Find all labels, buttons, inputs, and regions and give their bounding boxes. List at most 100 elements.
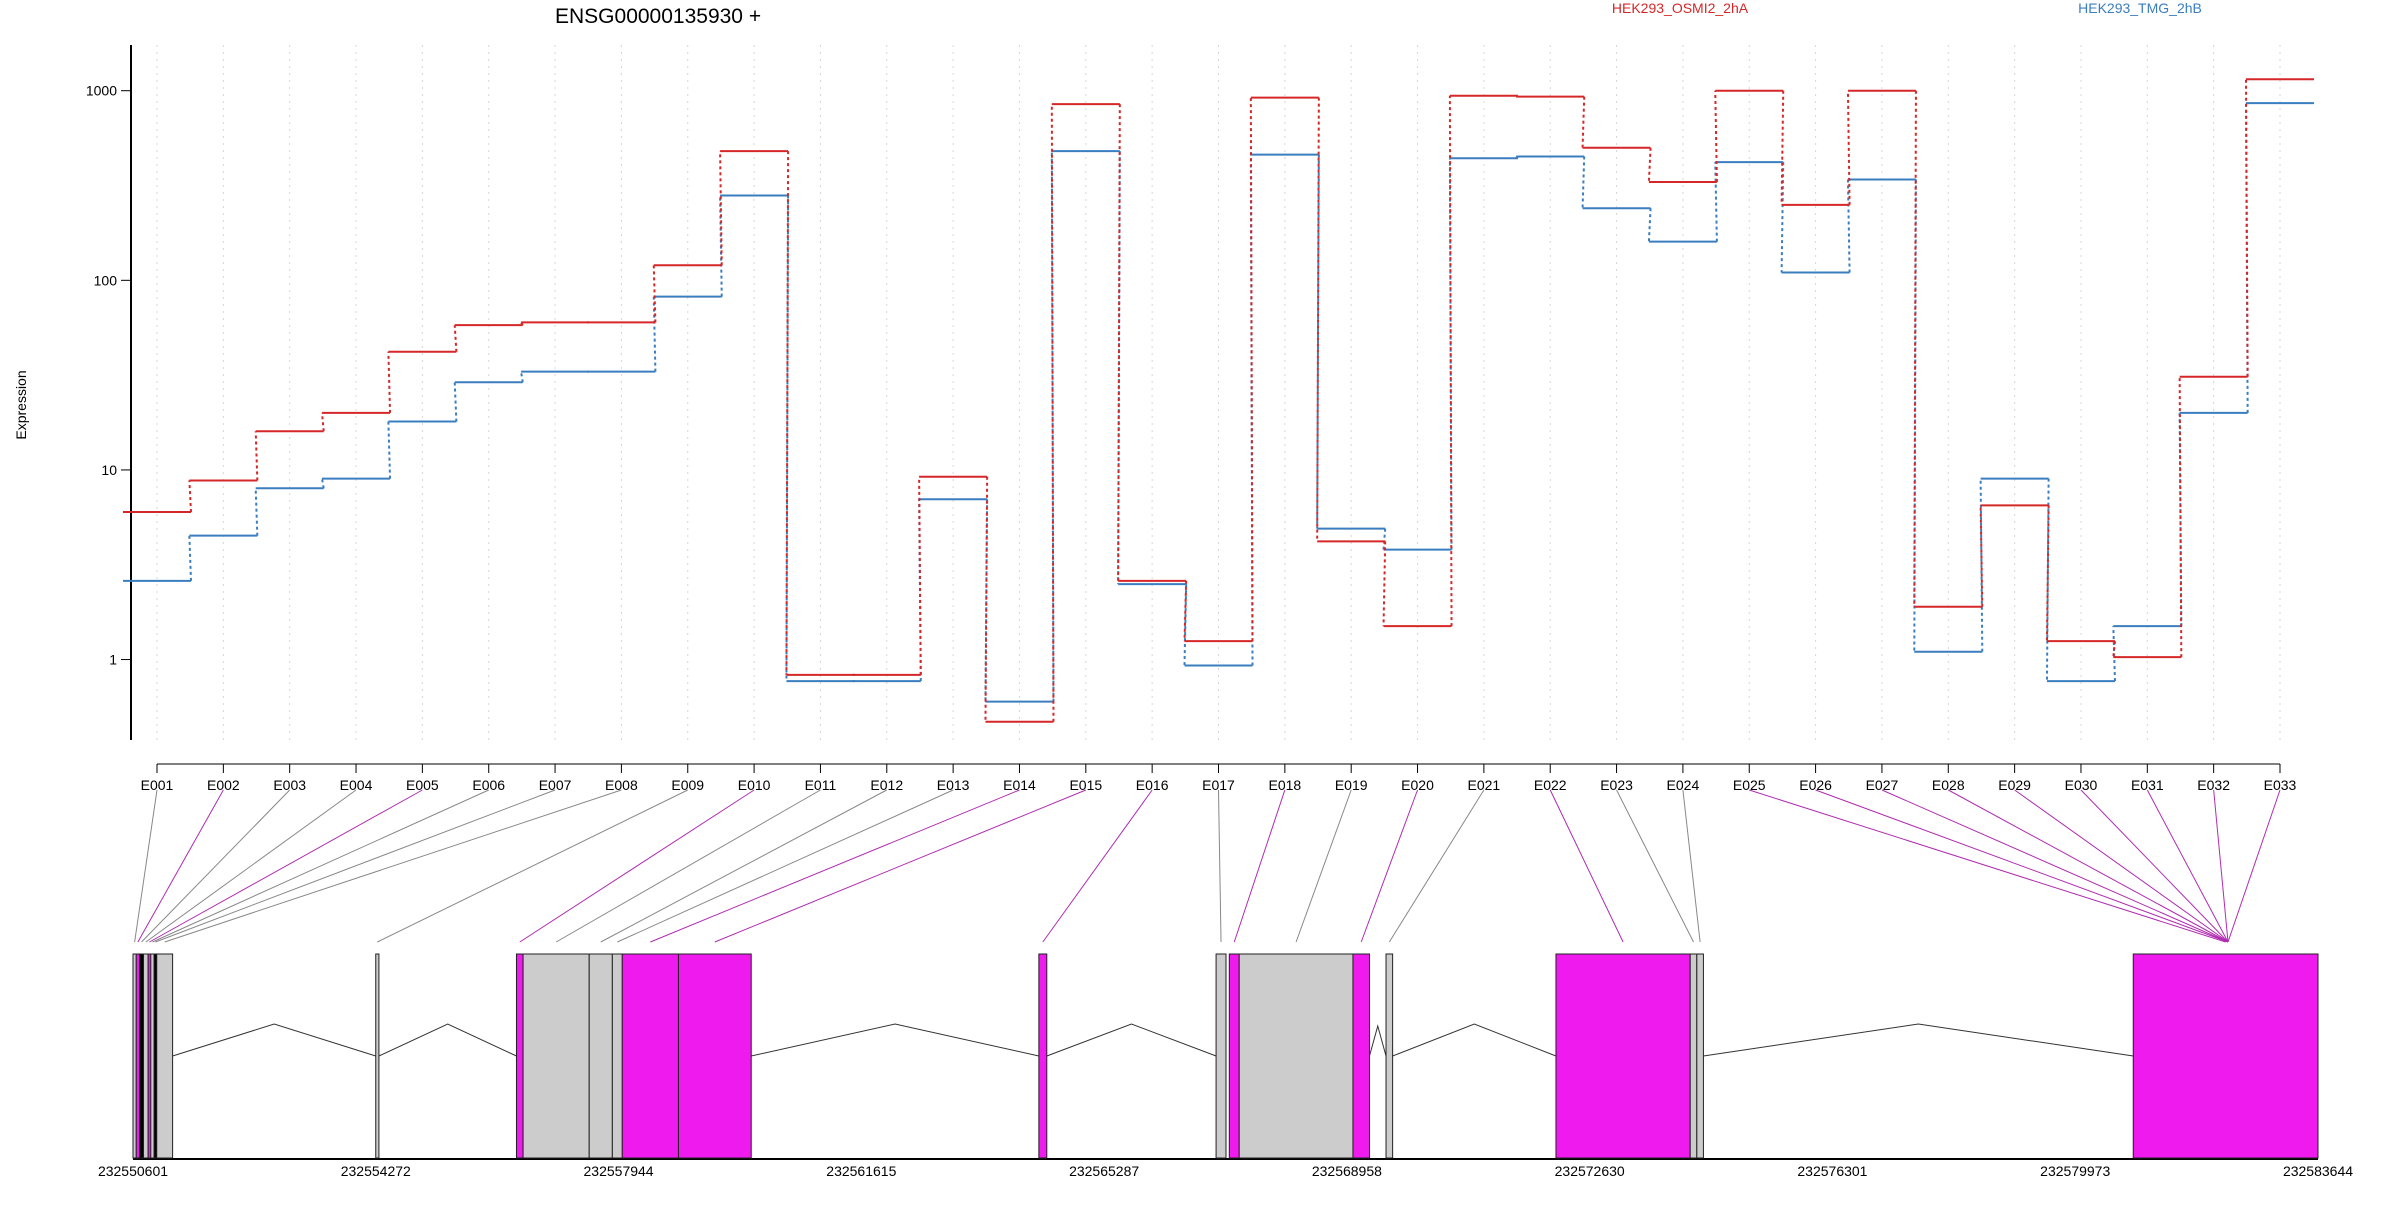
- y-tick-label-1000: 1000: [86, 83, 117, 99]
- x-tick-label-E024: E024: [1667, 777, 1700, 793]
- x-tick-label-E026: E026: [1799, 777, 1832, 793]
- coordinate-label-232557944: 232557944: [584, 1163, 654, 1179]
- intron-E024-E025: [1703, 1023, 2134, 1057]
- x-tick-label-E001: E001: [141, 777, 174, 793]
- connector-E030: [2080, 789, 2229, 943]
- x-tick-label-E021: E021: [1468, 777, 1501, 793]
- x-tick-label-E002: E002: [207, 777, 240, 793]
- x-tick-label-E018: E018: [1268, 777, 1301, 793]
- series-2-step-E019: [1382, 528, 1387, 550]
- legend-series-2: HEK293_TMG_2hB: [2078, 0, 2202, 16]
- connector-E023: [1616, 789, 1694, 943]
- series-2-step-E015: [1117, 151, 1121, 585]
- x-tick-label-E011: E011: [805, 777, 837, 793]
- connector-E031: [2146, 789, 2229, 943]
- exon-box-E014: [621, 953, 679, 1159]
- intron-E008-E009: [172, 1023, 376, 1057]
- coordinate-label-232583644: 232583644: [2283, 1163, 2353, 1179]
- series-1-step-E031: [2178, 376, 2183, 658]
- chart-title: ENSG00000135930 +: [555, 5, 761, 28]
- exon-box-E015: [677, 953, 752, 1159]
- x-tick-label-E005: E005: [406, 777, 439, 793]
- exon-box-E021: [1385, 953, 1394, 1159]
- series-1-step-E016: [1183, 580, 1188, 642]
- series-2-step-E016: [1183, 584, 1188, 666]
- intron-E020-E021: [1369, 1024, 1387, 1057]
- series-2-step-E018: [1316, 154, 1320, 529]
- x-tick-label-E014: E014: [1003, 777, 1036, 793]
- exon-box-E011: [522, 953, 590, 1159]
- connector-E006: [152, 789, 489, 943]
- x-tick-label-E033: E033: [2264, 777, 2297, 793]
- coordinate-label-232576301: 232576301: [1797, 1163, 1867, 1179]
- series-1-step-E022: [1581, 96, 1586, 148]
- x-tick-label-E009: E009: [671, 777, 704, 793]
- coordinate-label-232550601: 232550601: [98, 1163, 168, 1179]
- exon-box-E004: [143, 953, 149, 1159]
- exon-box-E022: [1555, 953, 1691, 1159]
- series-1-step-E008: [652, 265, 657, 323]
- series-2-step-E014: [1050, 151, 1055, 702]
- series-2-step-E002: [254, 488, 259, 536]
- coordinate-label-232579973: 232579973: [2040, 1163, 2110, 1179]
- series-1-step-E014: [1050, 104, 1055, 722]
- series-1-step-E020: [1448, 95, 1453, 627]
- x-tick-label-E023: E023: [1600, 777, 1633, 793]
- series-1-step-E005: [453, 325, 458, 352]
- connector-E029: [2014, 789, 2229, 943]
- x-tick-label-E003: E003: [273, 777, 306, 793]
- series-1-line: [123, 78, 2314, 723]
- connector-E009: [377, 789, 688, 943]
- connector-E024: [1682, 789, 1701, 943]
- connector-E021: [1388, 789, 1485, 943]
- connector-E022: [1549, 789, 1624, 943]
- series-1-step-E030: [2112, 641, 2116, 658]
- connector-E014: [650, 789, 1020, 943]
- coordinate-label-232554272: 232554272: [341, 1163, 411, 1179]
- y-tick-label-1: 1: [109, 652, 117, 668]
- exon-box-E023: [1689, 953, 1698, 1159]
- series-2-step-E004: [387, 421, 392, 479]
- coordinate-label-232565287: 232565287: [1069, 1163, 1139, 1179]
- series-1-step-E028: [1979, 505, 1984, 607]
- series-1-step-E009: [719, 151, 723, 266]
- label-layer: ENSG00000135930 + Expression HEK293_OSMI…: [13, 0, 2202, 440]
- exon-box-E010: [515, 953, 524, 1159]
- series-1-step-E032: [2245, 79, 2249, 377]
- connector-E002: [137, 789, 224, 943]
- connector-E012: [600, 789, 888, 943]
- series-2-step-E032: [2245, 103, 2249, 413]
- coordinate-label-232568958: 232568958: [1312, 1163, 1382, 1179]
- x-tick-label-E031: E031: [2131, 777, 2164, 793]
- x-tick-label-E010: E010: [738, 777, 771, 793]
- connector-E027: [1881, 789, 2229, 943]
- x-tick-label-E030: E030: [2065, 777, 2098, 793]
- connector-E015: [714, 789, 1087, 943]
- series-1-step-E018: [1316, 97, 1320, 542]
- exon-box-E008: [156, 953, 174, 1159]
- x-tick-label-E007: E007: [539, 777, 572, 793]
- x-tick-label-E017: E017: [1202, 777, 1235, 793]
- series-1-step-E023: [1647, 147, 1652, 183]
- series-2-step-E005: [453, 382, 458, 422]
- connector-E013: [617, 789, 954, 943]
- gene-model: 232550601 232554272 232557944 232561615 2325…: [98, 953, 2353, 1179]
- series-2-step-E022: [1581, 156, 1586, 209]
- series-layer: [123, 78, 2314, 723]
- series-2-step-E010: [785, 195, 790, 682]
- legend-series-1: HEK293_OSMI2_2hA: [1612, 0, 1749, 16]
- connector-E028: [1948, 789, 2229, 943]
- series-2-step-E029: [2045, 478, 2050, 682]
- connector-layer: [134, 789, 2281, 943]
- connector-E007: [155, 789, 556, 943]
- connector-E032: [2213, 789, 2229, 943]
- series-2-step-E026: [1846, 179, 1851, 273]
- coordinate-label-232572630: 232572630: [1555, 1163, 1625, 1179]
- y-tick-label-10: 10: [101, 462, 117, 478]
- x-tick-label-E015: E015: [1069, 777, 1102, 793]
- x-tick-label-E019: E019: [1335, 777, 1368, 793]
- axis-layer: E001 E002 E003 E004 E005 E006 E007 E008 E009 E010…: [86, 45, 2297, 793]
- x-tick-label-E028: E028: [1932, 777, 1965, 793]
- intron-E015-E016: [751, 1023, 1039, 1057]
